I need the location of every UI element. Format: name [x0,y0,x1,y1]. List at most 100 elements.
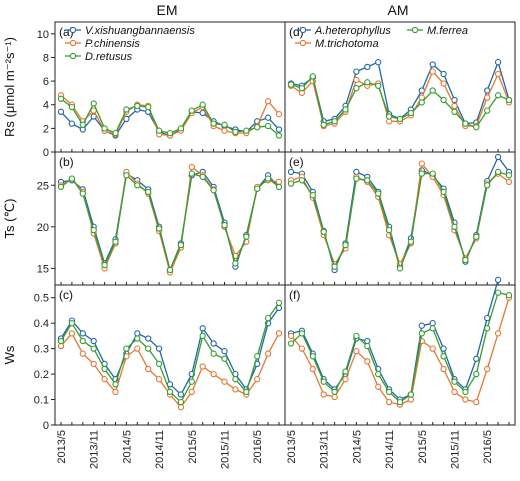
series-line [60,165,280,275]
data-point [68,175,76,182]
data-point [275,330,283,337]
legend-marker [69,39,77,47]
data-point [342,368,349,375]
data-point [57,342,65,350]
series [287,73,513,131]
data-point [385,388,393,396]
data-point [364,342,371,350]
series [57,299,283,406]
data-point [68,120,76,127]
data-point [166,129,174,137]
data-point [79,330,86,337]
y-axis-label: Ts (℃) [2,199,17,239]
data-point [199,363,206,370]
data-point [264,175,272,182]
data-point [462,120,469,127]
data-point [353,348,360,355]
data-point [210,340,217,347]
data-point [264,114,272,121]
data-point [462,388,469,396]
data-point [275,132,283,139]
x-tick-label: 2016/5 [482,430,494,464]
data-point [375,370,382,378]
data-point [134,330,141,337]
data-point [375,82,382,89]
legend-marker [69,52,77,60]
data-point [484,94,491,101]
data-point [473,124,480,131]
data-point [298,345,306,352]
data-point [473,370,480,378]
data-point [462,396,469,403]
data-point [199,173,206,181]
series-line [290,155,510,272]
legend-label: D.retusus [85,51,133,63]
data-point [396,398,404,406]
data-point [199,109,206,117]
legend-label: A.heterophyllus [314,25,391,37]
data-point [188,107,195,114]
data-point [90,337,97,345]
x-tick-label: 2013/11 [89,430,101,469]
data-point [375,383,382,390]
data-point [451,102,458,110]
data-point [440,188,447,196]
data-point [429,345,436,352]
series [287,168,513,272]
data-point [331,393,338,401]
data-point [287,332,295,340]
x-tick-label: 2015/5 [417,430,429,464]
data-point [134,102,141,110]
data-point [505,178,513,186]
y-tick-label: 0.4 [34,318,49,330]
data-point [145,103,152,111]
data-point [320,228,327,235]
data-point [79,350,86,357]
data-point [68,320,76,327]
y-axis-label: Ws [2,345,17,364]
panel-label: (c) [59,288,73,302]
data-point [199,332,206,340]
data-point [210,350,217,357]
data-point [407,109,415,117]
series-line [290,60,510,125]
data-point [112,129,119,137]
data-point [90,345,97,352]
data-point [298,177,306,184]
series [57,168,283,274]
data-point [331,263,338,270]
data-point [145,345,152,352]
data-point [155,225,163,232]
series [287,289,513,406]
data-point [134,345,141,352]
data-point [79,121,86,128]
data-point [123,172,130,179]
data-point [451,388,458,396]
y-tick-label: 15 [37,263,49,275]
y-tick-label: 6 [43,76,49,88]
data-point [462,256,469,264]
data-point [309,192,316,199]
series [287,153,513,274]
data-point [494,289,502,296]
data-point [232,376,239,383]
x-tick-label: 2014/5 [121,430,133,464]
data-point [309,353,316,360]
data-point [264,314,272,322]
data-point [287,180,295,187]
data-point [396,115,404,123]
data-point [112,388,119,396]
data-point [342,241,349,249]
data-point [407,238,415,245]
data-point [243,388,250,396]
series-line [60,171,280,273]
data-point [275,178,283,186]
series-line [290,297,510,406]
data-point [407,396,415,403]
legend-label: V.xishuangbannaensis [85,25,195,37]
data-point [275,111,283,118]
data-point [331,118,338,125]
data-point [494,70,502,78]
data-point [429,61,436,68]
